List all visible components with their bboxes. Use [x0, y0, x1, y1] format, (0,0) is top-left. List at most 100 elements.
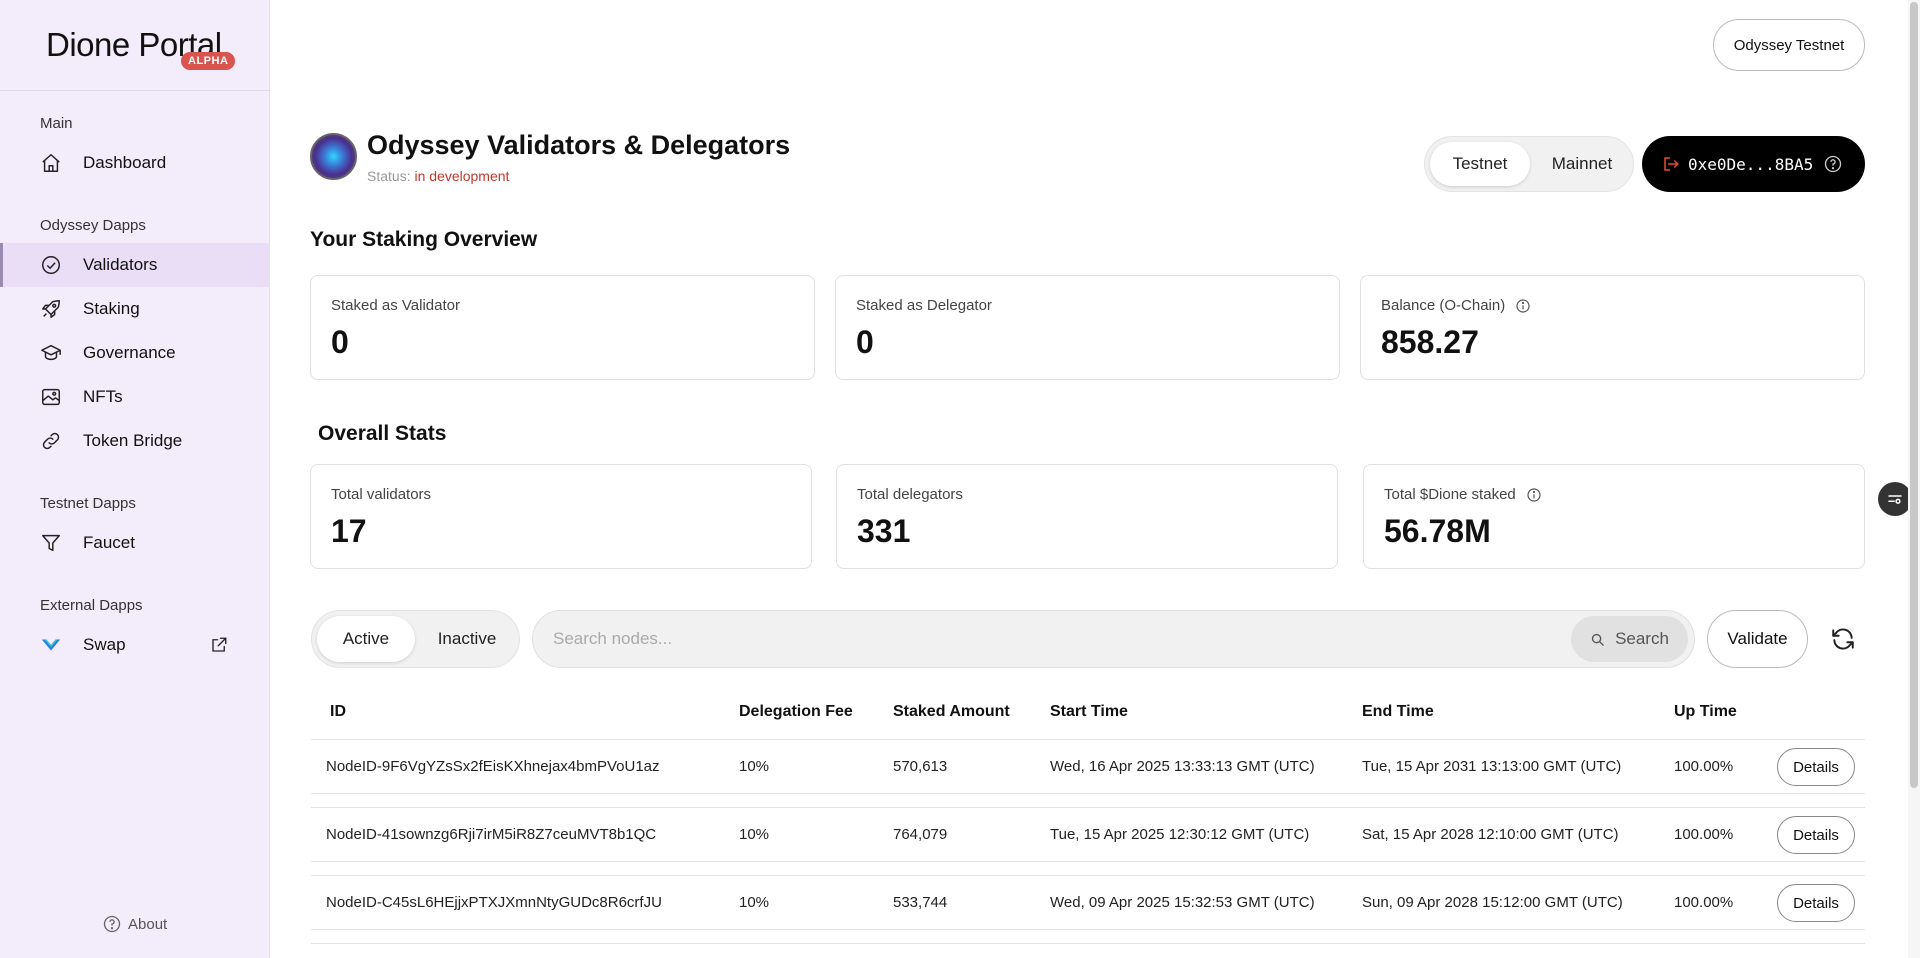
section-label-odyssey: Odyssey Dapps — [40, 217, 146, 234]
card-label: Total delegators — [857, 486, 963, 503]
start-time: Wed, 09 Apr 2025 15:32:53 GMT (UTC) — [1050, 894, 1315, 911]
info-icon[interactable] — [1526, 487, 1542, 503]
table-row: NodeID-C45sL6HEjjxPTXJXmnNtyGUDc8R6crfJU… — [311, 875, 1865, 930]
node-id: NodeID-9F6VgYZsSx2fEisKXhnejax4bmPVoU1az — [326, 758, 660, 775]
testnet-option[interactable]: Testnet — [1430, 142, 1530, 186]
logout-icon — [1664, 157, 1679, 171]
network-toggle: Testnet Mainnet — [1424, 136, 1634, 192]
status-text: Status: in development — [367, 168, 509, 184]
staked-amount: 533,744 — [893, 894, 948, 911]
link-icon — [42, 432, 60, 450]
column-header-fee: Delegation Fee — [739, 703, 853, 720]
total-staked-card: Total $Dione staked 56.78M — [1363, 464, 1865, 569]
network-selector-button[interactable]: Odyssey Testnet — [1713, 19, 1865, 71]
image-icon — [42, 388, 60, 406]
end-time: Sat, 15 Apr 2028 12:10:00 GMT (UTC) — [1362, 826, 1619, 843]
node-id: NodeID-41sownzg6Rji7irM5iR8Z7ceuMVT8b1QC — [326, 826, 657, 843]
card-label-row: Balance (O-Chain) — [1381, 297, 1531, 314]
node-id: NodeID-C45sL6HEjjxPTXJXmnNtyGUDc8R6crfJU — [326, 894, 662, 911]
scrollbar-thumb[interactable] — [1910, 2, 1918, 788]
total-validators-card: Total validators 17 — [310, 464, 812, 569]
tab-active[interactable]: Active — [317, 616, 415, 662]
start-time: Wed, 16 Apr 2025 13:33:13 GMT (UTC) — [1050, 758, 1315, 775]
graduation-cap-icon — [41, 344, 61, 361]
staked-amount: 764,079 — [893, 826, 948, 843]
card-label: Staked as Validator — [331, 297, 460, 314]
staked-validator-card: Staked as Validator 0 — [310, 275, 815, 380]
sidebar-item-nfts[interactable]: NFTs — [0, 375, 270, 419]
about-link[interactable]: About — [102, 914, 167, 934]
up-time: 100.00% — [1674, 826, 1734, 843]
external-link-icon[interactable] — [210, 636, 228, 654]
help-circle-icon — [103, 915, 121, 933]
card-value: 0 — [331, 324, 349, 360]
sidebar: Dione Portal ALPHA Main Dashboard Odysse… — [0, 0, 270, 958]
sidebar-item-label: Dashboard — [83, 153, 167, 172]
info-icon[interactable] — [1515, 298, 1531, 314]
column-header-end: End Time — [1362, 703, 1434, 720]
tab-inactive[interactable]: Inactive — [437, 629, 497, 648]
start-time: Tue, 15 Apr 2025 12:30:12 GMT (UTC) — [1050, 826, 1310, 843]
staking-overview-heading: Your Staking Overview — [310, 228, 538, 251]
status-value: in development — [414, 168, 510, 184]
sidebar-item-validators[interactable]: Validators — [0, 243, 270, 287]
column-header-uptime: Up Time — [1674, 703, 1737, 720]
end-time: Tue, 15 Apr 2031 13:13:00 GMT (UTC) — [1362, 758, 1622, 775]
sidebar-item-label: Token Bridge — [83, 431, 183, 450]
end-time: Sun, 09 Apr 2028 15:12:00 GMT (UTC) — [1362, 894, 1623, 911]
search-button[interactable]: Search — [1571, 616, 1688, 662]
swap-logo-icon — [41, 639, 61, 651]
sidebar-item-dashboard[interactable]: Dashboard — [0, 141, 270, 185]
mainnet-option[interactable]: Mainnet — [1551, 154, 1613, 173]
filter-icon — [42, 534, 60, 552]
page-scrollbar[interactable] — [1908, 0, 1920, 958]
alpha-badge: ALPHA — [181, 52, 236, 70]
refresh-icon[interactable] — [1830, 626, 1856, 652]
wallet-button[interactable]: 0xe0De...8BA5 — [1642, 136, 1865, 192]
card-label: Balance (O-Chain) — [1381, 297, 1506, 314]
floating-widget-button[interactable] — [1878, 482, 1912, 516]
sidebar-item-token-bridge[interactable]: Token Bridge — [0, 419, 270, 463]
section-label-external: External Dapps — [40, 597, 143, 614]
list-toggle-icon — [1888, 495, 1902, 504]
validate-button[interactable]: Validate — [1707, 610, 1808, 668]
table-row: NodeID-41sownzg6Rji7irM5iR8Z7ceuMVT8b1QC… — [311, 807, 1865, 862]
search-bar: Search — [532, 610, 1695, 668]
card-label: Total $Dione staked — [1384, 486, 1516, 503]
sidebar-item-staking[interactable]: Staking — [0, 287, 270, 331]
balance-card: Balance (O-Chain) 858.27 — [1360, 275, 1865, 380]
section-label-testnet: Testnet Dapps — [40, 495, 136, 512]
sidebar-item-label: Validators — [83, 255, 158, 274]
sidebar-item-governance[interactable]: Governance — [0, 331, 270, 375]
odyssey-logo — [310, 133, 357, 180]
wallet-address: 0xe0De...8BA5 — [1688, 154, 1814, 174]
help-circle-icon[interactable] — [1823, 154, 1843, 174]
column-header-start: Start Time — [1050, 703, 1128, 720]
details-button[interactable]: Details — [1777, 748, 1855, 786]
table-row: NodeID-9F6VgYZsSx2fEisKXhnejax4bmPVoU1az… — [311, 739, 1865, 794]
card-value: 56.78M — [1384, 513, 1491, 549]
details-button[interactable]: Details — [1777, 816, 1855, 854]
card-value: 858.27 — [1381, 324, 1479, 360]
about-label: About — [128, 915, 168, 933]
sidebar-item-swap[interactable]: Swap — [0, 623, 270, 667]
search-input[interactable] — [553, 611, 1553, 667]
card-label: Staked as Delegator — [856, 297, 992, 314]
details-button[interactable]: Details — [1777, 884, 1855, 922]
sidebar-item-label: NFTs — [83, 387, 123, 406]
delegation-fee: 10% — [739, 894, 770, 911]
sidebar-item-label: Governance — [83, 343, 176, 362]
home-icon — [42, 154, 60, 172]
total-delegators-card: Total delegators 331 — [836, 464, 1338, 569]
sidebar-item-faucet[interactable]: Faucet — [0, 521, 270, 565]
card-label-row: Total $Dione staked — [1384, 486, 1542, 503]
card-value: 17 — [331, 513, 367, 549]
sidebar-item-label: Staking — [83, 299, 140, 318]
delegation-fee: 10% — [739, 758, 770, 775]
search-button-label: Search — [1615, 629, 1669, 648]
up-time: 100.00% — [1674, 894, 1734, 911]
sidebar-item-label: Faucet — [83, 533, 135, 552]
search-icon — [1591, 633, 1604, 646]
status-label: Status: — [367, 168, 411, 184]
section-label-main: Main — [40, 115, 73, 132]
